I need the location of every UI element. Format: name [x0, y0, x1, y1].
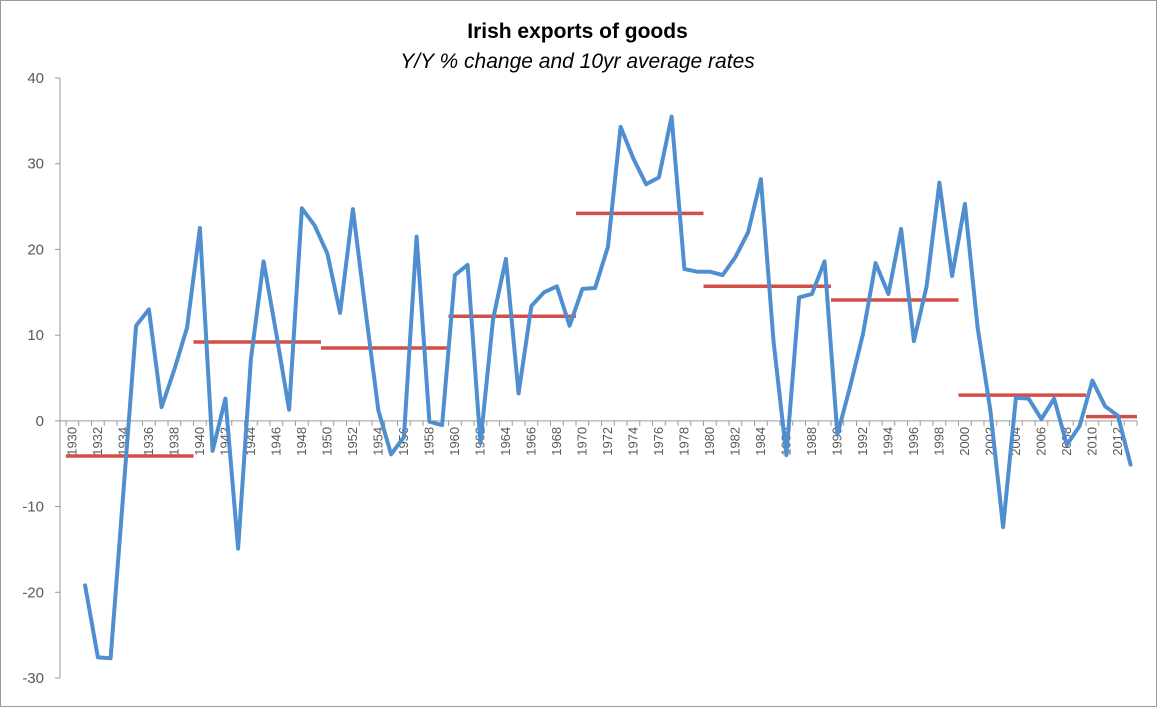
x-tick-label: 1954 [370, 427, 385, 456]
y-tick-label: 0 [36, 413, 44, 430]
x-tick-label: 1994 [880, 427, 895, 456]
x-tick-label: 1966 [523, 427, 538, 456]
x-tick-label: 1976 [651, 427, 666, 456]
x-tick-label: 1930 [64, 427, 79, 456]
x-tick-label: 2006 [1033, 427, 1048, 456]
x-tick-label: 1968 [549, 427, 564, 456]
y-tick-label: 10 [27, 327, 44, 344]
x-tick-label: 1932 [90, 427, 105, 456]
x-tick-label: 1956 [396, 427, 411, 456]
x-tick-label: 1940 [192, 427, 207, 456]
x-tick-label: 1972 [600, 427, 615, 456]
x-tick-label: 1998 [931, 427, 946, 456]
x-tick-label: 1958 [421, 427, 436, 456]
x-tick-label: 2000 [957, 427, 972, 456]
x-tick-label: 1950 [319, 427, 334, 456]
y-tick-label: -20 [22, 584, 44, 601]
x-tick-label: 1952 [345, 427, 360, 456]
x-tick-label: 1978 [676, 427, 691, 456]
x-tick-label: 1948 [294, 427, 309, 456]
series-group [83, 114, 1133, 661]
x-tick-label: 1984 [753, 427, 768, 456]
y-tick-label: -10 [22, 499, 44, 516]
x-tick-label: 1982 [727, 427, 742, 456]
x-tick-label: 1974 [625, 427, 640, 456]
y-tick-label: -30 [22, 670, 44, 687]
x-tick-label: 1988 [804, 427, 819, 456]
x-tick-label: 1946 [268, 427, 283, 456]
x-tick-label: 1936 [141, 427, 156, 456]
x-tick-label: 1970 [574, 427, 589, 456]
x-tick-label: 1964 [498, 427, 513, 456]
x-axis: 1930 1932 1934 1936 1938 1940 1942 1944 1946 1948… [60, 420, 1138, 456]
x-tick-label: 1938 [166, 427, 181, 456]
x-tick-label: 1992 [855, 427, 870, 456]
y-tick-label: 30 [27, 156, 44, 173]
y-tick-label: 40 [27, 70, 44, 87]
series-line [83, 114, 1133, 661]
y-tick-label: 20 [27, 241, 44, 258]
x-tick-label: 1990 [829, 427, 844, 456]
y-axis: -30 -20 -10 0 10 20 30 40 [22, 70, 61, 687]
x-tick-label: 2010 [1084, 427, 1099, 456]
x-tick-label: 1980 [702, 427, 717, 456]
chart-title: Irish exports of goods [467, 20, 688, 43]
x-tick-label: 1996 [906, 427, 921, 456]
x-tick-label: 1960 [447, 427, 462, 456]
chart-subtitle: Y/Y % change and 10yr average rates [400, 50, 755, 73]
